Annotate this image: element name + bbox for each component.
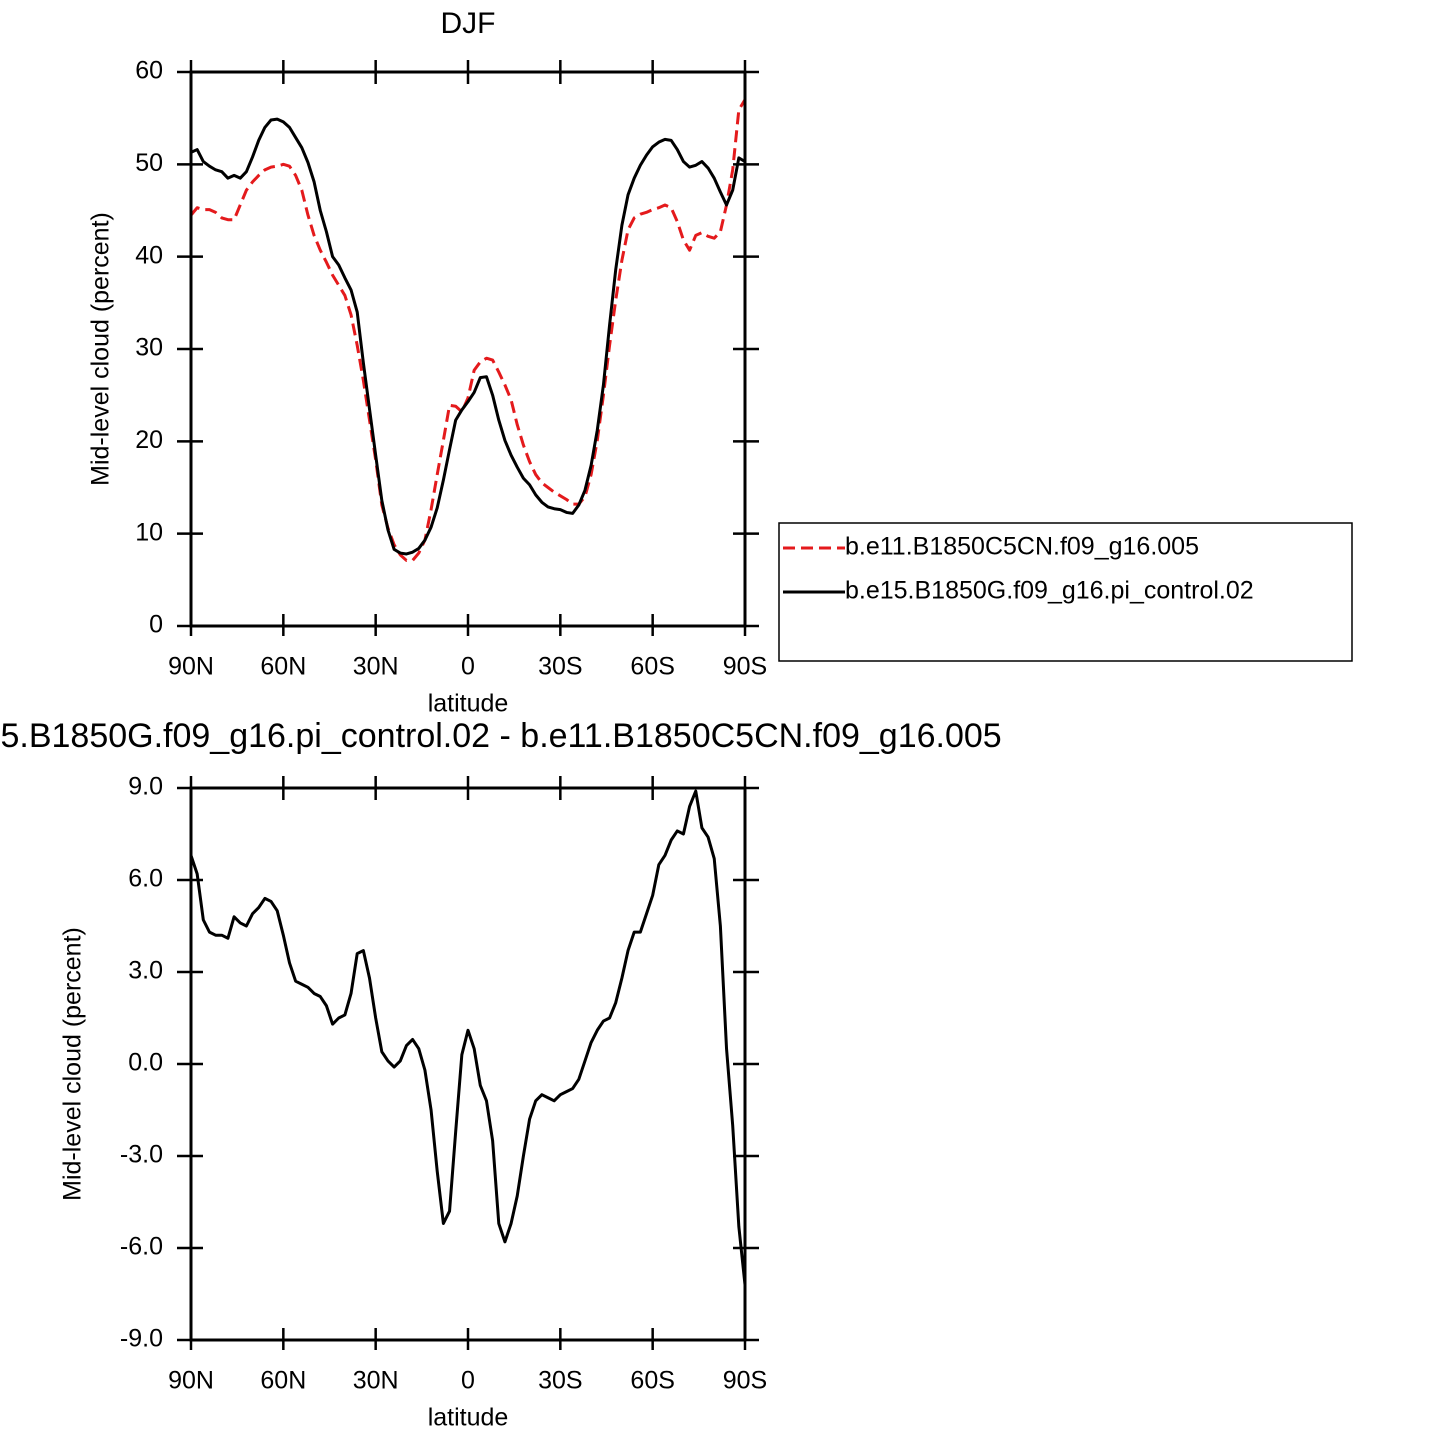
data-line (189, 789, 747, 1285)
x-tick-label: 60N (260, 653, 306, 681)
x-tick-label: 60S (630, 1367, 674, 1395)
x-tick-label: 60S (630, 653, 674, 681)
y-axis-label: Mid-level cloud (percent) (59, 927, 87, 1201)
x-tick-label: 90S (723, 653, 767, 681)
data-line (189, 98, 747, 562)
y-tick-label: 6.0 (128, 865, 163, 893)
x-tick-label: 60N (260, 1367, 306, 1395)
y-tick-label: -6.0 (120, 1233, 163, 1261)
x-axis-label: latitude (428, 1404, 509, 1432)
y-tick-label: -3.0 (120, 1141, 163, 1169)
y-tick-label: 10 (135, 518, 163, 546)
data-line (190, 117, 746, 556)
x-tick-label: 30N (353, 653, 399, 681)
y-tick-label: 50 (135, 149, 163, 177)
chart-title: DJF (441, 7, 496, 40)
x-tick-label: 90N (168, 653, 214, 681)
legend-label: b.e11.B1850C5CN.f09_g16.005 (845, 533, 1199, 561)
y-tick-label: 60 (135, 57, 163, 85)
x-axis-label: latitude (428, 690, 509, 718)
x-tick-label: 30S (538, 653, 582, 681)
x-tick-label: 90S (723, 1367, 767, 1395)
y-tick-label: 0.0 (128, 1049, 163, 1077)
legend-label: b.e15.B1850G.f09_g16.pi_control.02 (845, 577, 1254, 605)
legend-box (778, 522, 1353, 662)
chart-title: b.e15.B1850G.f09_g16.pi_control.02 - b.e… (0, 717, 1002, 755)
legend: b.e11.B1850C5CN.f09_g16.005 b.e15.B1850G.… (778, 522, 1353, 662)
y-tick-label: 9.0 (128, 773, 163, 801)
x-tick-label: 30N (353, 1367, 399, 1395)
y-tick-label: 20 (135, 426, 163, 454)
y-tick-label: 30 (135, 334, 163, 362)
x-tick-label: 90N (168, 1367, 214, 1395)
y-tick-label: -9.0 (120, 1325, 163, 1353)
y-tick-label: 3.0 (128, 957, 163, 985)
y-tick-label: 0 (149, 611, 163, 639)
x-tick-label: 30S (538, 1367, 582, 1395)
y-tick-label: 40 (135, 241, 163, 269)
x-tick-label: 0 (461, 1367, 475, 1395)
x-tick-label: 0 (461, 653, 475, 681)
y-axis-label: Mid-level cloud (percent) (87, 212, 115, 486)
